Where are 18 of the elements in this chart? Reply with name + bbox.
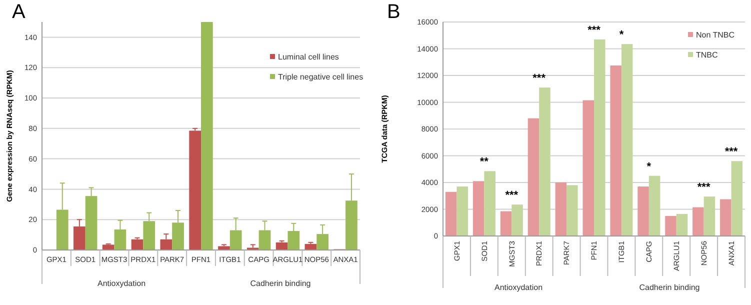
chart-title: B (387, 1, 400, 23)
annotation: *** (505, 190, 519, 202)
legend-label: TNBC (696, 50, 718, 60)
annotation: *** (724, 146, 738, 158)
legend-label: Luminal cell lines (278, 52, 339, 62)
annotation: * (646, 160, 652, 173)
annotation: * (619, 29, 624, 42)
annotation: *** (532, 72, 546, 85)
text: Antioxydation (97, 279, 146, 288)
text: Cadherin binding (250, 279, 311, 288)
annotation: *** (697, 182, 711, 194)
text: Antioxydation (494, 283, 543, 292)
legend-label: Triple negative cell lines (278, 72, 364, 82)
annotation: ** (480, 156, 490, 168)
chart-title: A (12, 1, 26, 23)
text: Cadherin binding (639, 283, 700, 292)
annotation: *** (588, 24, 602, 36)
legend-label: Non TNBC (696, 30, 735, 40)
